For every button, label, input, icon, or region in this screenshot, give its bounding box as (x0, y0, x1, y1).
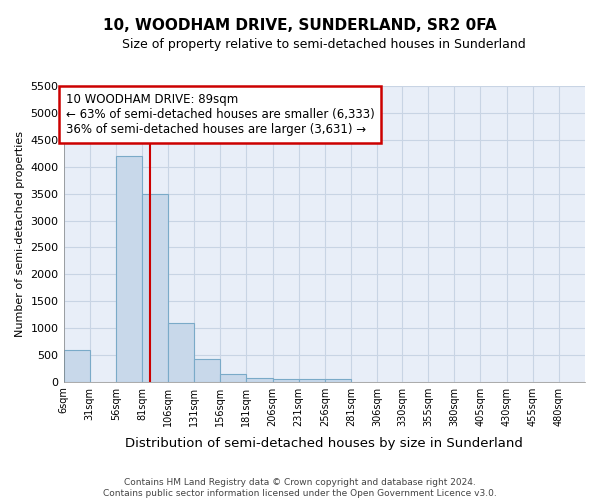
Text: Contains HM Land Registry data © Crown copyright and database right 2024.
Contai: Contains HM Land Registry data © Crown c… (103, 478, 497, 498)
Bar (142, 194, 168, 382)
Bar (116, 156, 142, 382)
Bar (220, 374, 247, 382)
Bar (247, 378, 272, 382)
Y-axis label: Number of semi-detached properties: Number of semi-detached properties (15, 131, 25, 337)
Text: 10 WOODHAM DRIVE: 89sqm
← 63% of semi-detached houses are smaller (6,333)
36% of: 10 WOODHAM DRIVE: 89sqm ← 63% of semi-de… (65, 93, 374, 136)
Text: 10, WOODHAM DRIVE, SUNDERLAND, SR2 0FA: 10, WOODHAM DRIVE, SUNDERLAND, SR2 0FA (103, 18, 497, 32)
X-axis label: Distribution of semi-detached houses by size in Sunderland: Distribution of semi-detached houses by … (125, 437, 523, 450)
Bar (194, 359, 220, 382)
Bar (272, 378, 299, 382)
Title: Size of property relative to semi-detached houses in Sunderland: Size of property relative to semi-detach… (122, 38, 526, 51)
Bar (299, 378, 325, 382)
Bar (325, 378, 351, 382)
Bar (64, 350, 89, 382)
Bar (168, 322, 194, 382)
